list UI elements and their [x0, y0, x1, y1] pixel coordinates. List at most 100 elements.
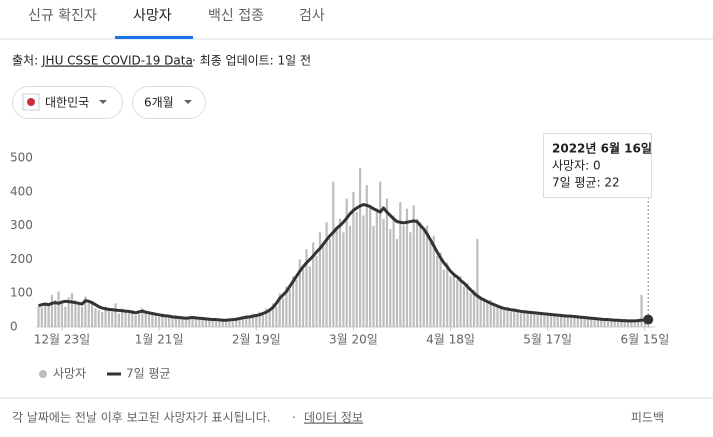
bar — [466, 283, 469, 327]
bar — [580, 316, 583, 327]
bar — [616, 321, 620, 327]
y-tick-label: 0 — [10, 320, 18, 334]
bar — [345, 198, 348, 327]
hover-dot — [643, 314, 654, 325]
bar — [97, 310, 100, 327]
data-info-link[interactable]: 데이터 정보 — [304, 411, 363, 425]
bar — [50, 294, 53, 327]
bar — [101, 311, 104, 327]
bar — [67, 297, 70, 327]
bar — [40, 307, 43, 327]
tab[interactable]: 백신 접종 — [208, 8, 264, 24]
region-dropdown[interactable] — [12, 86, 123, 119]
bar — [436, 256, 439, 327]
bar — [429, 242, 432, 327]
bar — [362, 215, 365, 327]
bar — [402, 225, 405, 327]
dropdown-label: 6개월 — [144, 96, 174, 110]
x-tick-label: 4월 18일 — [426, 333, 475, 347]
bar — [141, 308, 144, 327]
x-tick-label: 3월 20일 — [329, 333, 378, 347]
bar — [372, 225, 375, 327]
bar — [446, 262, 449, 327]
bar — [131, 310, 134, 327]
x-tick-label: 1월 21일 — [135, 333, 184, 347]
bar — [613, 320, 616, 327]
bar — [235, 318, 238, 327]
feedback-link[interactable]: 피드백 — [631, 411, 664, 425]
bar — [395, 239, 399, 327]
bar — [533, 311, 536, 327]
bar — [332, 181, 335, 327]
bar — [385, 198, 388, 327]
bar — [352, 191, 355, 327]
y-tick-label: 200 — [10, 252, 33, 266]
source-link[interactable]: JHU CSSE COVID-19 Data — [41, 54, 193, 68]
bar — [633, 322, 636, 327]
bar — [620, 320, 623, 327]
dropdown-arrow — [99, 100, 107, 104]
bar — [560, 315, 563, 327]
bar — [359, 168, 362, 327]
bar — [204, 318, 208, 327]
bar — [295, 279, 298, 327]
bar — [606, 319, 610, 327]
bar — [335, 228, 338, 327]
tab[interactable]: 사망자 — [133, 8, 172, 24]
bar — [168, 315, 171, 327]
footer-note: 각 날짜에는 전날 이후 보고된 사망자가 표시됩니다. — [12, 411, 271, 425]
bar — [382, 218, 385, 327]
bar — [355, 212, 358, 327]
average-line — [38, 203, 649, 323]
bar — [369, 205, 372, 327]
legend-swatch — [39, 370, 47, 378]
bar — [70, 293, 74, 327]
bar — [452, 272, 455, 327]
bar — [147, 314, 151, 327]
period-dropdown[interactable] — [132, 86, 206, 119]
bar — [610, 320, 613, 327]
bar — [107, 310, 110, 327]
x-tick-label: 2월 19일 — [232, 333, 281, 347]
bar — [104, 306, 107, 327]
bar — [285, 286, 288, 327]
bar — [600, 318, 603, 327]
bar — [432, 235, 435, 327]
bar — [251, 313, 254, 327]
bar — [265, 308, 268, 327]
bar — [164, 317, 167, 327]
x-tick-label: 6월 15일 — [620, 333, 669, 347]
bar — [184, 319, 187, 327]
bar — [271, 303, 275, 327]
tab[interactable]: 검사 — [299, 8, 325, 24]
bar — [630, 321, 633, 327]
separator: · — [292, 411, 296, 425]
bar — [322, 245, 325, 327]
bar — [44, 303, 47, 327]
bar — [114, 303, 117, 327]
bar — [496, 305, 499, 327]
bar — [151, 312, 154, 327]
bar — [549, 315, 553, 327]
bar — [288, 289, 291, 327]
bar — [255, 316, 258, 327]
update-info: · 최종 업데이트: 1일 전 — [192, 54, 311, 68]
bar — [566, 315, 569, 327]
tab[interactable]: 신규 확진자 — [28, 8, 97, 24]
bar — [275, 306, 278, 327]
bar — [84, 296, 87, 327]
bar — [637, 320, 640, 327]
bar — [623, 321, 626, 327]
bar — [389, 228, 392, 327]
bar — [261, 314, 265, 327]
bar — [563, 317, 566, 327]
bar — [603, 320, 606, 327]
bar — [198, 318, 201, 327]
bar — [415, 218, 419, 327]
bar — [47, 305, 50, 327]
bar — [439, 252, 442, 327]
bar — [338, 218, 342, 327]
bar — [462, 286, 466, 327]
bar — [570, 316, 573, 327]
